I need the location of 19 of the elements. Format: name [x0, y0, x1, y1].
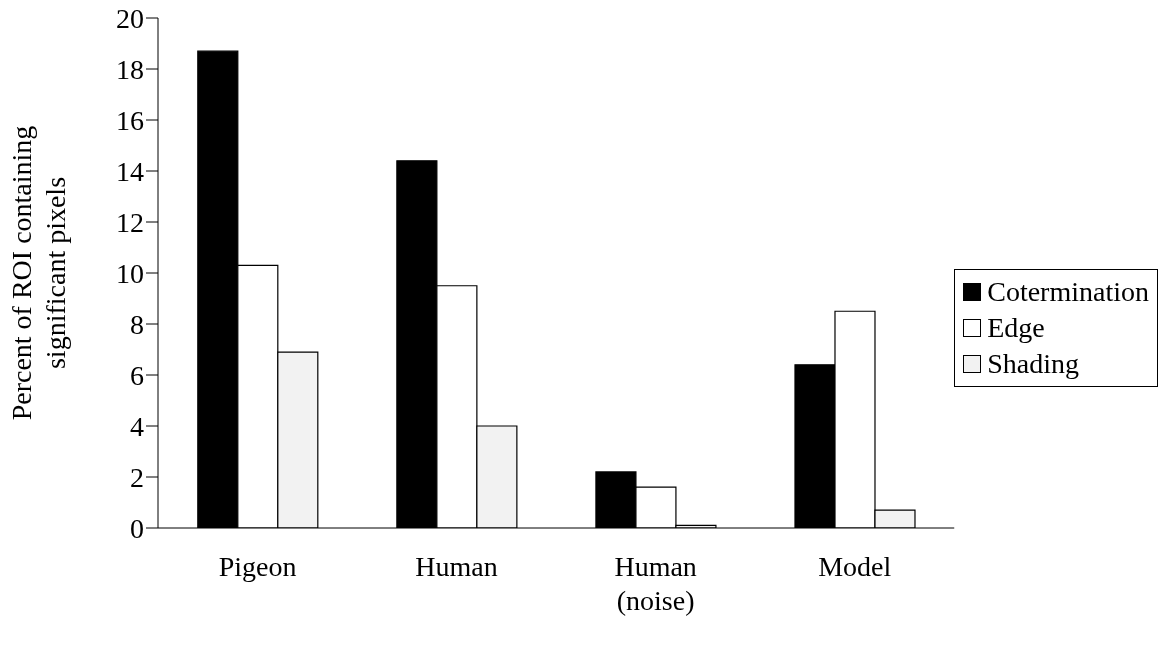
x-tick-label: Model [818, 551, 892, 582]
y-tick-label: 10 [116, 257, 144, 289]
y-tick-label: 6 [130, 359, 144, 391]
y-axis-title: Percent of ROI containing significant pixels [6, 125, 71, 421]
legend-label: Shading [987, 347, 1080, 381]
y-tick-label: 18 [116, 53, 144, 85]
y-tick-label: 4 [130, 410, 144, 442]
y-tick-label: 8 [130, 308, 144, 340]
y-tick-label: 14 [116, 155, 144, 187]
legend-label: Cotermination [987, 275, 1149, 309]
y-tick-label: 12 [116, 206, 144, 238]
y-tick-label: 0 [130, 512, 144, 544]
x-tick-label: Pigeon [218, 551, 297, 582]
x-tick-label: Human [415, 551, 498, 582]
y-tick-label: 2 [130, 461, 144, 493]
legend-label: Edge [987, 311, 1045, 345]
y-tick-label: 20 [116, 2, 144, 34]
y-tick-label: 16 [116, 104, 144, 136]
x-tick-label: Human (noise) [614, 551, 697, 616]
